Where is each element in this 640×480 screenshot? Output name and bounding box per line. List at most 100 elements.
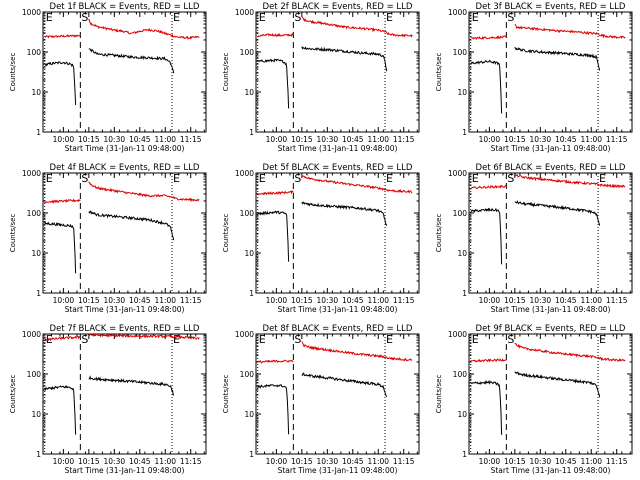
marker-label: S bbox=[294, 172, 301, 185]
x-tick-label: 10:00 bbox=[479, 296, 501, 305]
x-tick-label: 11:15 bbox=[180, 135, 202, 144]
y-tick-label: 1000 bbox=[22, 8, 41, 17]
lld-series-line bbox=[257, 359, 294, 364]
y-axis-label: Counts/sec bbox=[9, 375, 17, 414]
x-tick-label: 11:00 bbox=[154, 457, 176, 466]
x-tick-label: 11:15 bbox=[606, 457, 628, 466]
marker-label: E bbox=[599, 172, 606, 185]
events-series-line bbox=[470, 379, 503, 435]
y-tick-label: 100 bbox=[27, 370, 42, 379]
x-tick-label: 10:15 bbox=[504, 296, 526, 305]
marker-label: E bbox=[173, 172, 180, 185]
marker-label: E bbox=[386, 333, 393, 346]
marker-label: E bbox=[472, 333, 479, 346]
y-axis-label: Counts/sec bbox=[222, 53, 230, 92]
x-axis-label: Start Time (31-Jan-11 09:48:00) bbox=[278, 144, 398, 153]
events-series-line bbox=[301, 372, 388, 398]
x-tick-label: 10:15 bbox=[78, 135, 100, 144]
x-tick-label: 10:00 bbox=[53, 135, 75, 144]
lld-series-line bbox=[470, 358, 507, 363]
x-tick-label: 10:00 bbox=[53, 457, 75, 466]
marker-label: S bbox=[81, 11, 88, 24]
lld-series-line bbox=[44, 335, 81, 342]
panel-det-5: Det 5f BLACK = Events, RED = LLD 1 10 100 10… bbox=[222, 163, 420, 314]
y-tick-label: 1000 bbox=[235, 8, 254, 17]
marker-label: E bbox=[259, 333, 266, 346]
panel-det-9: Det 9f BLACK = Events, RED = LLD 1 10 100 10… bbox=[435, 324, 633, 475]
x-tick-label: 10:30 bbox=[104, 457, 126, 466]
y-tick-label: 10 bbox=[244, 249, 254, 258]
y-tick-label: 100 bbox=[453, 370, 468, 379]
y-tick-label: 1000 bbox=[448, 330, 467, 339]
plot-frame bbox=[468, 11, 633, 133]
panel-det-3: Det 3f BLACK = Events, RED = LLD 1 10 100 10… bbox=[435, 2, 633, 153]
events-series-line bbox=[514, 371, 601, 398]
events-series-line bbox=[88, 210, 175, 241]
x-axis-label: Start Time (31-Jan-11 09:48:00) bbox=[65, 305, 185, 314]
lld-series-line bbox=[88, 18, 200, 40]
x-tick-label: 10:30 bbox=[530, 296, 552, 305]
y-tick-label: 10 bbox=[31, 88, 41, 97]
x-tick-label: 10:45 bbox=[129, 135, 151, 144]
x-tick-label: 10:15 bbox=[504, 135, 526, 144]
y-axis-label: Counts/sec bbox=[435, 375, 443, 414]
lld-series-line bbox=[514, 173, 626, 189]
lld-series-line bbox=[257, 32, 294, 38]
y-tick-label: 100 bbox=[453, 48, 468, 57]
x-tick-label: 11:15 bbox=[606, 135, 628, 144]
x-tick-label: 10:30 bbox=[317, 457, 339, 466]
y-tick-label: 1000 bbox=[235, 169, 254, 178]
x-tick-label: 11:15 bbox=[393, 296, 415, 305]
events-series-line bbox=[44, 61, 77, 106]
lld-series-line bbox=[514, 342, 626, 362]
panel-det-2: Det 2f BLACK = Events, RED = LLD 1 10 100 10… bbox=[222, 2, 420, 153]
marker-label: S bbox=[507, 172, 514, 185]
x-axis-label: Start Time (31-Jan-11 09:48:00) bbox=[491, 144, 611, 153]
marker-label: E bbox=[46, 11, 53, 24]
x-tick-label: 11:00 bbox=[367, 296, 389, 305]
panel-title: Det 9f BLACK = Events, RED = LLD bbox=[476, 324, 626, 334]
x-tick-label: 10:45 bbox=[129, 457, 151, 466]
x-axis-label: Start Time (31-Jan-11 09:48:00) bbox=[65, 144, 185, 153]
x-tick-label: 11:15 bbox=[606, 296, 628, 305]
y-tick-label: 1000 bbox=[22, 330, 41, 339]
y-tick-label: 1 bbox=[462, 289, 467, 298]
y-axis-label: Counts/sec bbox=[9, 53, 17, 92]
y-tick-label: 1000 bbox=[235, 330, 254, 339]
events-series-line bbox=[514, 46, 601, 71]
events-series-line bbox=[88, 375, 175, 396]
marker-label: E bbox=[173, 11, 180, 24]
panel-title: Det 5f BLACK = Events, RED = LLD bbox=[263, 163, 413, 173]
x-tick-label: 10:15 bbox=[291, 296, 313, 305]
x-tick-label: 11:15 bbox=[180, 296, 202, 305]
x-tick-label: 10:15 bbox=[78, 296, 100, 305]
y-tick-label: 10 bbox=[31, 410, 41, 419]
x-tick-label: 10:15 bbox=[291, 135, 313, 144]
x-tick-label: 10:00 bbox=[53, 296, 75, 305]
x-tick-label: 10:30 bbox=[104, 135, 126, 144]
panel-title: Det 3f BLACK = Events, RED = LLD bbox=[476, 2, 626, 12]
y-tick-label: 10 bbox=[244, 410, 254, 419]
events-series-line bbox=[44, 385, 77, 435]
y-tick-label: 1 bbox=[249, 289, 254, 298]
x-tick-label: 10:45 bbox=[555, 135, 577, 144]
x-tick-label: 10:15 bbox=[291, 457, 313, 466]
panel-det-7: Det 7f BLACK = Events, RED = LLD 1 10 100 10… bbox=[9, 324, 207, 475]
y-tick-label: 1 bbox=[249, 450, 254, 459]
plot-frame bbox=[255, 333, 420, 455]
events-series-line bbox=[257, 383, 290, 435]
x-tick-label: 10:30 bbox=[530, 457, 552, 466]
x-tick-label: 10:30 bbox=[317, 135, 339, 144]
x-tick-label: 10:00 bbox=[479, 135, 501, 144]
lld-series-line bbox=[301, 15, 413, 38]
x-tick-label: 11:00 bbox=[367, 135, 389, 144]
x-tick-label: 11:00 bbox=[154, 296, 176, 305]
lld-series-line bbox=[44, 34, 81, 39]
y-tick-label: 1 bbox=[36, 450, 41, 459]
marker-label: S bbox=[507, 11, 514, 24]
x-tick-label: 10:30 bbox=[104, 296, 126, 305]
y-tick-label: 10 bbox=[31, 249, 41, 258]
plot-frame bbox=[468, 333, 633, 455]
x-tick-label: 10:00 bbox=[266, 135, 288, 144]
panel-det-6: Det 6f BLACK = Events, RED = LLD 1 10 100 10… bbox=[435, 163, 633, 314]
